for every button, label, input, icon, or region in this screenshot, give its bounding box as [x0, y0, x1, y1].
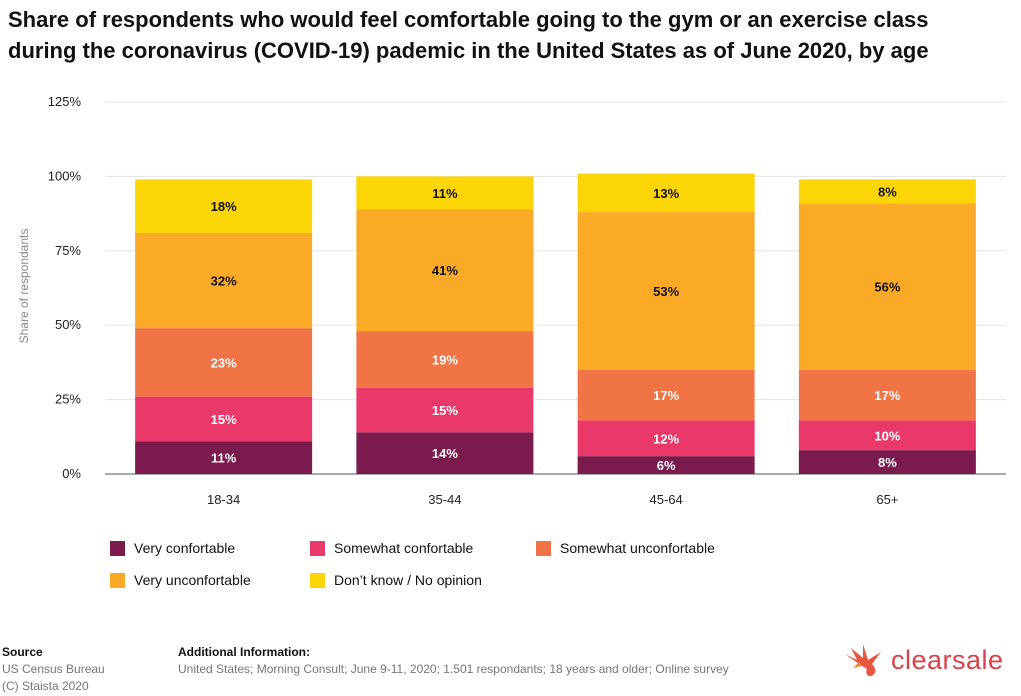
bar-value-label: 8%: [878, 184, 897, 199]
bar-value-label: 11%: [211, 451, 237, 466]
bar-value-label: 23%: [211, 355, 237, 370]
additional-info-text: United States; Morning Consult; June 9-1…: [178, 662, 729, 676]
additional-info-block: Additional Information: United States; M…: [178, 644, 729, 678]
legend-label: Somewhat unconfortable: [560, 540, 715, 556]
y-tick-label: 75%: [55, 243, 81, 258]
bar-value-label: 13%: [653, 186, 679, 201]
bar-value-label: 53%: [653, 284, 679, 299]
x-tick-label: 18-34: [207, 492, 240, 507]
y-axis-label: Share of respondants: [17, 229, 31, 344]
chart-title: Share of respondents who would feel comf…: [8, 7, 929, 63]
legend-swatch: [110, 540, 125, 556]
legend-item: Somewhat confortable: [310, 538, 536, 558]
y-tick-label: 100%: [48, 168, 82, 183]
legend-swatch: [310, 572, 325, 588]
bar-value-label: 32%: [211, 274, 237, 289]
source-heading: Source: [2, 645, 43, 659]
bar-value-label: 17%: [874, 388, 900, 403]
legend-label: Don’t know / No opinion: [334, 572, 482, 588]
bar-segment: [356, 432, 534, 474]
bar-value-label: 12%: [653, 431, 679, 446]
bar-value-label: 56%: [874, 280, 900, 295]
legend-swatch: [310, 540, 325, 556]
legend-item: Don’t know / No opinion: [310, 570, 482, 590]
legend-swatch: [110, 572, 125, 588]
source-line: US Census Bureau: [2, 662, 105, 676]
bar-segment: [577, 173, 755, 213]
bar-segment: [356, 176, 534, 210]
bar-value-label: 15%: [211, 412, 237, 427]
bars: 11% 15% 23% 32% 18% 14% 15% 19% 41% 11% 6% 12% 17% 53…: [135, 173, 976, 474]
y-axis-ticks: 0% 25% 50% 75% 100% 125%: [48, 94, 82, 481]
legend-label: Somewhat confortable: [334, 540, 474, 556]
bar-segment: [577, 420, 755, 457]
bar-segment: [577, 212, 755, 370]
bar-segment: [798, 420, 976, 451]
bar-segment: [135, 328, 313, 397]
bird-logo-icon: [845, 644, 881, 677]
brand-logo: clearsale: [843, 642, 1004, 678]
legend-label: Very confortable: [134, 540, 236, 556]
bar-segment: [135, 232, 313, 329]
bar-segment: [577, 456, 755, 474]
bar-value-label: 15%: [432, 403, 458, 418]
bar-segment: [798, 450, 976, 474]
brand-name: clearsale: [891, 644, 1004, 675]
bar-value-label: 10%: [874, 428, 900, 443]
bar-segment: [135, 179, 313, 233]
bar-segment: [798, 203, 976, 370]
chart-plot: 0% 25% 50% 75% 100% 125% Share of respondants…: [17, 94, 1006, 507]
bar-segment: [135, 441, 313, 474]
bar-segment: [356, 331, 534, 388]
x-tick-label: 65+: [876, 492, 898, 507]
bar-segment: [135, 396, 313, 442]
additional-info-heading: Additional Information:: [178, 645, 310, 659]
y-tick-label: 125%: [48, 94, 82, 109]
x-axis-ticks: 18-34 35-44 45-64 65+: [207, 492, 898, 507]
legend: Very confortable Somewhat confortable Some…: [110, 538, 790, 590]
bar-segment: [356, 387, 534, 433]
bar-value-label: 17%: [653, 388, 679, 403]
legend-item: Very confortable: [110, 538, 310, 558]
legend-swatch: [536, 540, 551, 556]
bar-value-label: 8%: [878, 455, 897, 470]
y-tick-label: 50%: [55, 317, 81, 332]
legend-label: Very unconfortable: [134, 572, 251, 588]
bar-value-label: 14%: [432, 446, 458, 461]
legend-item: Very unconfortable: [110, 570, 310, 590]
bar-segment: [798, 179, 976, 204]
x-tick-label: 35-44: [428, 492, 461, 507]
bar-segment: [577, 369, 755, 421]
y-tick-label: 0%: [62, 466, 81, 481]
bar-value-label: 18%: [211, 199, 237, 214]
bar-segment: [356, 209, 534, 332]
bar-segment: [798, 369, 976, 421]
bar-value-label: 6%: [657, 458, 676, 473]
x-tick-label: 45-64: [650, 492, 683, 507]
y-tick-label: 25%: [55, 392, 81, 407]
legend-item: Somewhat unconfortable: [536, 538, 776, 558]
bar-value-label: 19%: [432, 352, 458, 367]
source-block: Source US Census Bureau (C) Staista 2020: [2, 644, 105, 695]
bar-value-label: 41%: [432, 263, 458, 278]
bar-value-label: 11%: [432, 186, 458, 201]
source-line: (C) Staista 2020: [2, 679, 89, 693]
